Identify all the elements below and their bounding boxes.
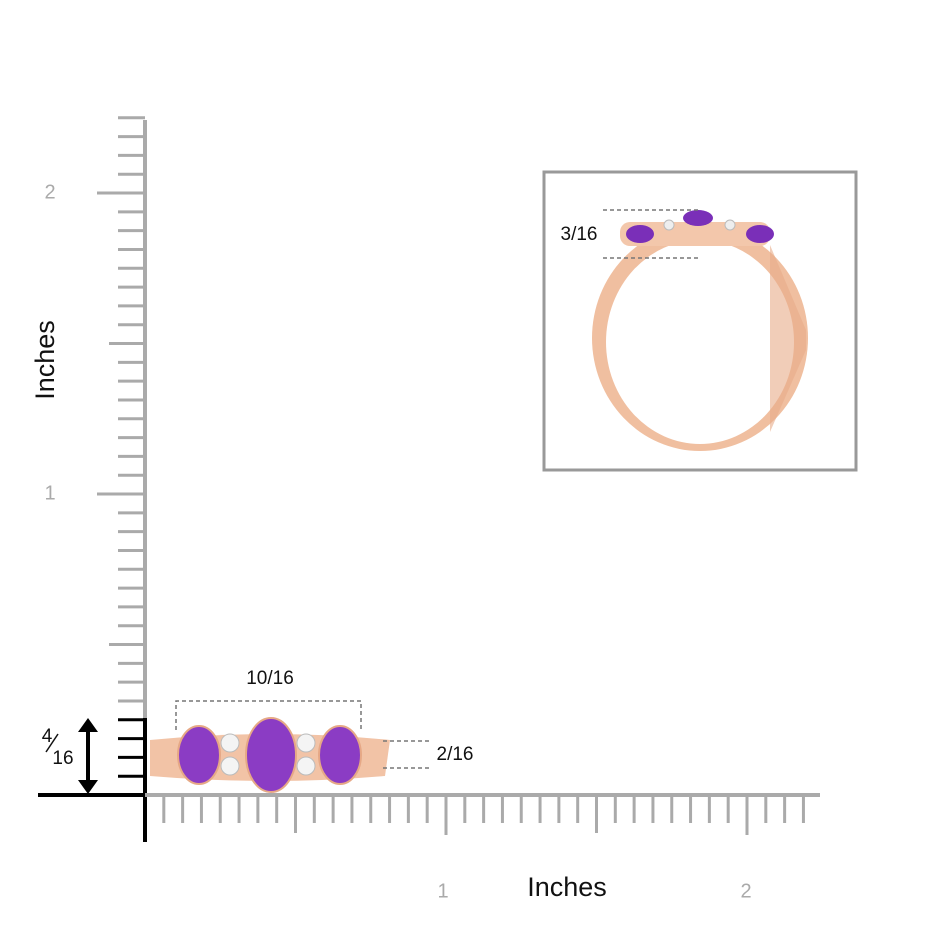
y-tick-label: 2 (44, 181, 55, 203)
shank-numerator: 4 (42, 726, 53, 747)
x-tick-label: 1 (437, 880, 448, 902)
x-tick-label: 2 (740, 880, 751, 902)
side-height-label: 3/16 (561, 224, 598, 245)
width-label: 10/16 (246, 668, 294, 689)
shank-denominator: 16 (52, 748, 73, 769)
ruler (38, 116, 820, 842)
y-axis-label: Inches (30, 320, 60, 400)
height-label: 2/16 (437, 744, 474, 765)
ring-front-view (150, 717, 390, 793)
x-axis-label: Inches (527, 872, 607, 902)
side-height-guides (603, 209, 700, 259)
inset-frame (542, 170, 858, 472)
shank-arrow (45, 718, 98, 794)
width-guides (175, 700, 430, 769)
ring-side-view (592, 210, 808, 451)
y-tick-label: 1 (44, 482, 55, 504)
